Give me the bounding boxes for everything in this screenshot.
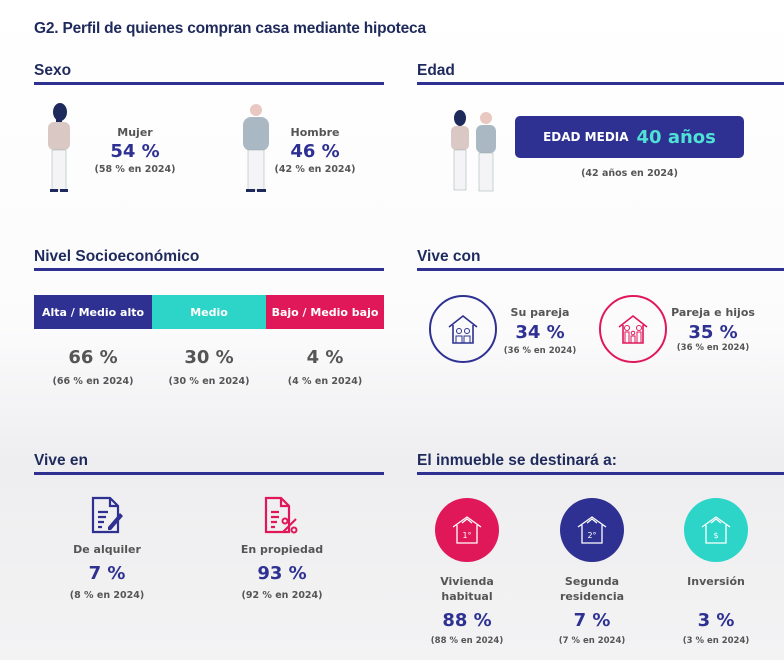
alquiler-label: De alquiler <box>73 543 141 556</box>
inversion-label: Inversión <box>666 574 766 589</box>
hombre-prev: (42 % en 2024) <box>274 164 356 175</box>
edad-media-box: EDAD MEDIA 40 años <box>515 116 744 158</box>
section-heading-sexo: Sexo <box>34 62 384 85</box>
section-heading-vive-en: Vive en <box>34 452 384 475</box>
nse-medio-prev: (30 % en 2024) <box>168 376 250 387</box>
document-edit-icon <box>91 496 123 534</box>
man-figure-icon <box>243 104 269 192</box>
label-line-2: habitual <box>441 590 493 603</box>
couple-figure-icon <box>451 110 496 192</box>
inversion-prev: (3 % en 2024) <box>682 636 750 646</box>
mujer-label: Mujer <box>117 126 153 139</box>
hombre-label: Hombre <box>290 126 340 139</box>
label-line-2: residencia <box>559 590 625 603</box>
su-pareja-label: Su pareja <box>510 306 570 319</box>
nse-bar-bajo: Bajo / Medio bajo <box>266 295 384 329</box>
propiedad-label: En propiedad <box>240 543 324 556</box>
inversion-value: 3 % <box>697 610 735 631</box>
pareja-hijos-label: Pareja e hijos <box>671 306 755 319</box>
woman-figure-icon <box>48 103 70 192</box>
nse-medio-value: 30 % <box>184 347 234 368</box>
edad-media-value: 40 años <box>636 126 716 148</box>
pareja-hijos-value: 35 % <box>688 322 738 343</box>
vivienda-habitual-prev: (88 % en 2024) <box>430 636 504 646</box>
nse-bar-medio: Medio <box>152 295 266 329</box>
badge-text: 2° <box>587 531 596 540</box>
segunda-residencia-prev: (7 % en 2024) <box>558 636 626 646</box>
alquiler-value: 7 % <box>88 563 126 584</box>
section-heading-vive-con: Vive con <box>417 248 784 271</box>
house-investment-icon: $ <box>684 498 748 562</box>
section-heading-edad: Edad <box>417 62 784 85</box>
hombre-value: 46 % <box>290 141 340 162</box>
document-percent-icon <box>264 496 298 534</box>
segunda-residencia-value: 7 % <box>573 610 611 631</box>
alquiler-prev: (8 % en 2024) <box>69 590 145 601</box>
house-primary-icon: 1° <box>435 498 499 562</box>
mujer-prev: (58 % en 2024) <box>94 164 176 175</box>
mujer-value: 54 % <box>110 141 160 162</box>
nse-bar-alta: Alta / Medio alto <box>34 295 152 329</box>
section-heading-destino: El inmueble se destinará a: <box>417 452 784 475</box>
house-secondary-icon: 2° <box>560 498 624 562</box>
section-heading-nse: Nivel Socioeconómico <box>34 248 384 271</box>
nse-bajo-prev: (4 % en 2024) <box>287 376 363 387</box>
nse-alta-prev: (66 % en 2024) <box>52 376 134 387</box>
edad-prev: (42 años en 2024) <box>581 168 678 179</box>
nse-bajo-value: 4 % <box>306 347 344 368</box>
house-family-icon <box>599 295 667 363</box>
segunda-residencia-label: Segunda residencia <box>542 574 642 604</box>
nse-alta-value: 66 % <box>68 347 118 368</box>
house-couple-icon <box>429 295 497 363</box>
vivienda-habitual-label: Vivienda habitual <box>417 574 517 604</box>
propiedad-value: 93 % <box>257 563 307 584</box>
label-line-1: Vivienda <box>440 575 494 588</box>
page-title: G2. Perfil de quienes compran casa media… <box>34 20 426 37</box>
pareja-hijos-prev: (36 % en 2024) <box>676 343 750 353</box>
propiedad-prev: (92 % en 2024) <box>241 590 323 601</box>
badge-text: $ <box>713 531 718 540</box>
label-line-1: Inversión <box>687 575 745 588</box>
edad-media-label: EDAD MEDIA <box>543 130 629 144</box>
vivienda-habitual-value: 88 % <box>442 610 492 631</box>
su-pareja-value: 34 % <box>515 322 565 343</box>
su-pareja-prev: (36 % en 2024) <box>503 346 577 356</box>
badge-text: 1° <box>462 531 471 540</box>
label-line-1: Segunda <box>564 575 620 588</box>
